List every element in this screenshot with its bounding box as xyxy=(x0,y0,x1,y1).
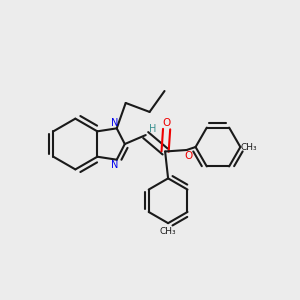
Text: H: H xyxy=(148,124,156,134)
Text: N: N xyxy=(111,118,118,128)
Text: O: O xyxy=(163,118,171,128)
Text: CH₃: CH₃ xyxy=(160,227,176,236)
Text: CH₃: CH₃ xyxy=(240,142,257,152)
Text: O: O xyxy=(184,151,193,161)
Text: N: N xyxy=(111,160,118,170)
